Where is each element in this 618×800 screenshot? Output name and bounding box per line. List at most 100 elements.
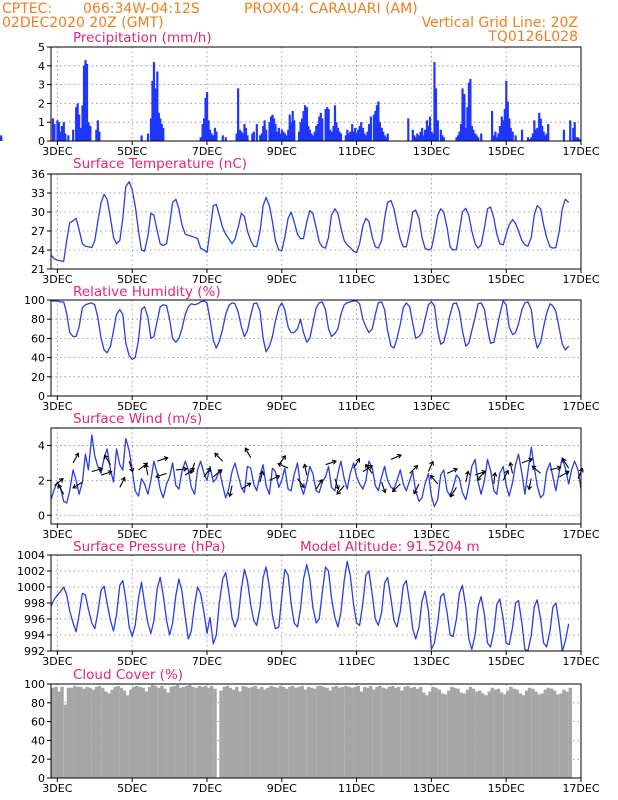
panel-title: Cloud Cover (%): [73, 667, 183, 683]
wind-arrow: [413, 483, 420, 494]
cloud-bar: [509, 686, 513, 778]
precip-bar: [265, 129, 268, 141]
x-tick-label: 9DEC: [267, 273, 297, 286]
precip-bar: [533, 120, 536, 141]
precip-bar: [96, 120, 99, 141]
precip-bar: [477, 137, 480, 141]
precip-bar: [439, 129, 442, 141]
cloud-bar: [294, 687, 298, 778]
wind-arrow: [203, 467, 211, 478]
precip-bar: [156, 71, 159, 141]
y-tick-label: 20: [31, 753, 45, 766]
precip-bar: [151, 80, 154, 141]
y-tick-label: 100: [24, 294, 45, 307]
precip-bar: [364, 135, 368, 141]
precip-bar: [575, 137, 578, 141]
cloud-bar: [496, 688, 501, 778]
precip-bar: [280, 129, 283, 141]
wind-arrow-head: [189, 469, 195, 475]
wind-arrow: [531, 465, 541, 474]
wind-arrow: [241, 482, 252, 490]
cloud-bar: [97, 685, 102, 778]
cloud-bar: [88, 687, 92, 778]
cloud-bar: [191, 686, 195, 778]
precip-bar: [407, 118, 410, 141]
wind-arrow-head: [107, 470, 113, 476]
precip-bar: [319, 112, 322, 141]
cloud-bar: [272, 686, 276, 778]
precip-bar: [459, 124, 463, 141]
wind-arrow: [465, 471, 469, 483]
wind-arrow-head: [355, 457, 360, 463]
precip-bar: [95, 129, 98, 141]
cloud-bar: [213, 688, 217, 778]
cloud-bar: [309, 687, 314, 778]
precip-bar: [305, 107, 309, 141]
precip-bar: [431, 133, 435, 141]
cloud-bar: [275, 687, 279, 778]
precip-bar: [85, 63, 89, 141]
precip-bar: [577, 137, 580, 141]
x-tick-label: 3DEC: [42, 400, 72, 413]
wind-arrow: [72, 453, 79, 464]
cloud-bar: [325, 687, 329, 778]
cloud-bar: [546, 687, 550, 778]
y-tick-label: 1002: [17, 565, 45, 578]
cloud-bar: [552, 690, 557, 778]
x-tick-label: 5DEC: [117, 655, 147, 668]
y-tick-label: 2: [38, 97, 45, 110]
wind-arrow: [91, 467, 103, 473]
precip-bar: [508, 118, 511, 141]
cloud-bar: [138, 686, 142, 778]
wind-arrow-head: [413, 464, 419, 470]
precip-bar: [75, 107, 78, 141]
x-tick-label: 9DEC: [267, 145, 297, 158]
precip-bar: [283, 133, 286, 141]
cloud-bar: [244, 686, 248, 778]
cloud-bar: [437, 689, 442, 778]
precip-bar: [514, 135, 517, 141]
wind-arrow: [502, 470, 509, 481]
cloud-bar: [247, 687, 251, 778]
wind-arrow: [155, 472, 167, 478]
precip-bar: [221, 135, 224, 141]
cloud-bar: [450, 686, 454, 778]
wind-arrow-head: [492, 471, 498, 477]
precip-bar: [303, 105, 307, 141]
cloud-bar: [253, 685, 258, 778]
precip-bar: [78, 114, 81, 141]
panel-precip: 0 1 2 3 4 5 3DEC 5DEC 7DEC 9DEC 11DEC 13DEC 15DEC 17D…: [0, 30, 600, 158]
wind-arrow: [353, 458, 360, 469]
precip-bar: [207, 120, 210, 141]
cloud-bar: [91, 689, 96, 778]
precip-bar: [497, 133, 500, 141]
precip-bar: [53, 124, 56, 141]
precip-bar: [436, 120, 439, 141]
panel-temp: 21 24 27 30 33 36 3DEC 5DEC 7DEC 9DEC 11DEC 13DEC 15…: [31, 156, 600, 286]
wind-arrow-head: [246, 482, 252, 488]
precip-bar: [469, 78, 472, 141]
precip-bar: [287, 129, 290, 141]
precip-bar: [361, 127, 365, 141]
cloud-bar: [337, 687, 342, 778]
precip-bar: [259, 135, 262, 141]
precip-bar: [569, 120, 572, 141]
cloud-bar: [169, 686, 173, 778]
cloud-bar: [266, 687, 270, 778]
precip-bar: [160, 124, 163, 141]
cloud-bar: [260, 686, 264, 778]
panel-cloud: 0 20 40 60 80 100 3DEC 5DEC 7DEC 9DEC 11DEC 13DEC 15…: [24, 667, 600, 795]
precip-bar: [243, 124, 246, 141]
cloud-bar: [209, 685, 214, 778]
precip-bar: [251, 133, 254, 141]
cloud-bar: [527, 687, 532, 778]
x-tick-label: 13DEC: [413, 528, 450, 541]
precip-bar: [262, 125, 265, 141]
cloud-bar: [459, 692, 463, 778]
cloud-bar: [359, 691, 363, 778]
cloud-bar: [549, 688, 554, 778]
precip-bar: [346, 129, 349, 141]
cloud-bar: [228, 687, 233, 778]
precip-bar: [470, 125, 473, 141]
cloud-bar: [506, 690, 510, 778]
